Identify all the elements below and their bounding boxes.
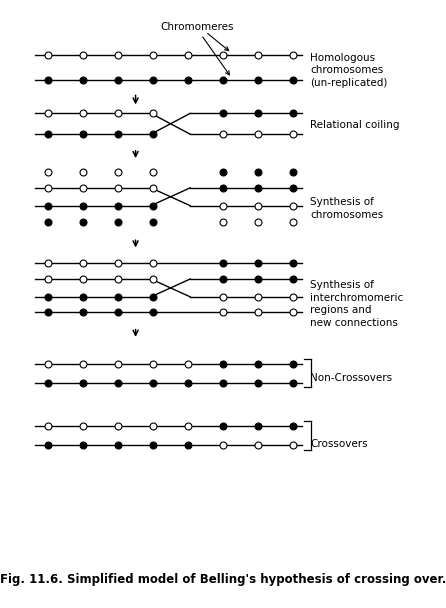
Text: Relational coiling: Relational coiling: [310, 120, 400, 130]
Text: Synthesis of
chromosomes: Synthesis of chromosomes: [310, 198, 384, 220]
Text: Non-Crossovers: Non-Crossovers: [310, 373, 392, 384]
Text: Homologous
chromosomes
(un-replicated): Homologous chromosomes (un-replicated): [310, 53, 388, 88]
Text: Crossovers: Crossovers: [310, 439, 368, 449]
Text: Chromomeres: Chromomeres: [160, 22, 234, 32]
Text: Fig. 11.6. Simplified model of Belling's hypothesis of crossing over.: Fig. 11.6. Simplified model of Belling's…: [0, 573, 446, 586]
Text: Synthesis of
interchromomeric
regions and
new connections: Synthesis of interchromomeric regions an…: [310, 280, 404, 328]
